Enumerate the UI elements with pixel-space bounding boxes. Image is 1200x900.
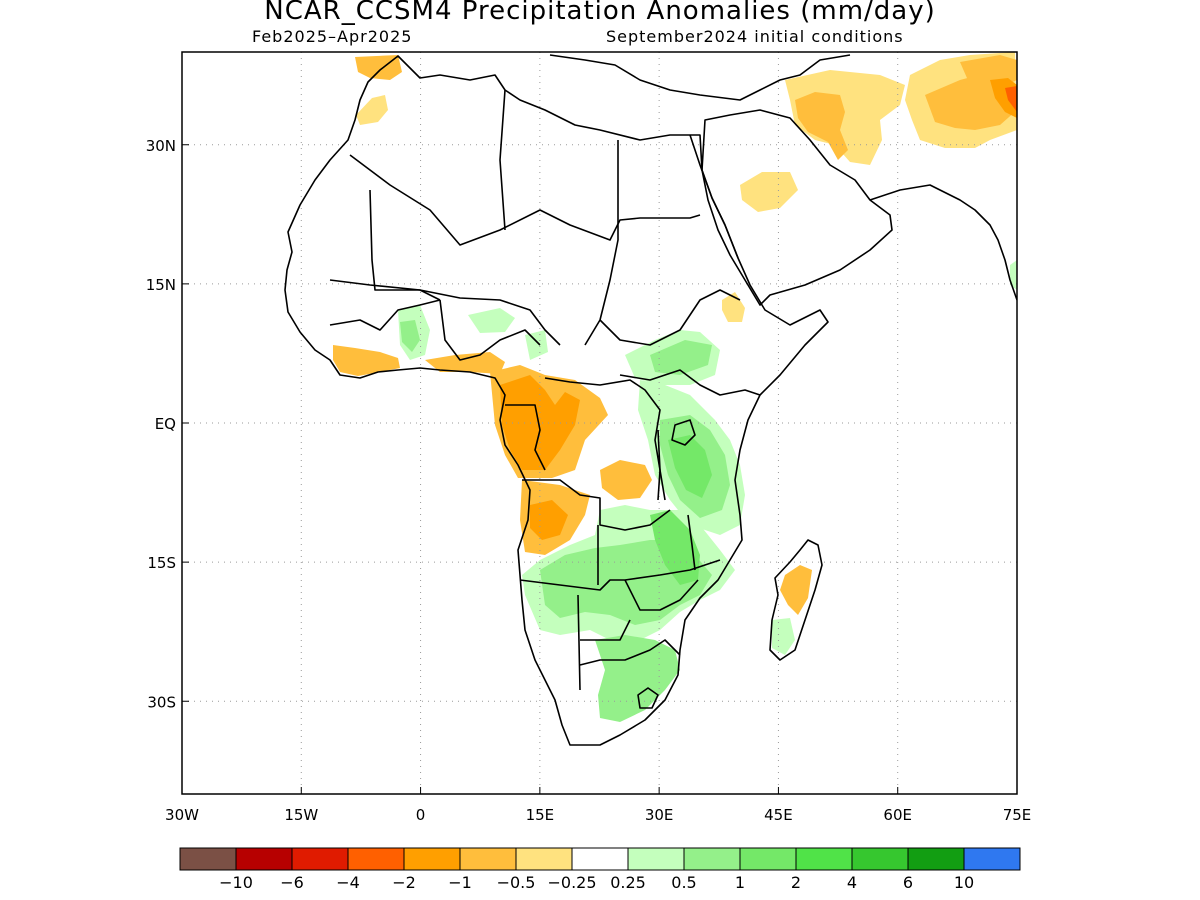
anomaly-area-ghana-coast (333, 345, 400, 376)
europe-coastline (549, 54, 851, 101)
forecast-period: Feb2025–Apr2025 (252, 27, 413, 46)
lake-malawi (687, 514, 696, 571)
border-namibia-botswana (577, 594, 631, 691)
anomaly-area-nigeria-north (468, 308, 515, 333)
anomaly-area-kashmir-core (1005, 86, 1017, 112)
colorbar: −10 −6 −4 −2 −1 −0.5 −0.25 0.25 0.5 1 2 4 6 10 (179, 847, 1021, 892)
colorbar-swatch (795, 847, 853, 871)
colorbar-label: 0.25 (610, 873, 646, 892)
border-south-africa (579, 639, 681, 666)
anomaly-shading (333, 52, 1017, 722)
x-tick-label: 60E (883, 806, 912, 824)
colorbar-label: −4 (336, 873, 360, 892)
colorbar-swatch (851, 847, 909, 871)
border-east-africa (619, 369, 761, 396)
anomaly-area-malawi (650, 510, 700, 585)
anomaly-area-algeria (356, 95, 388, 125)
border-zambia (597, 525, 699, 611)
map-title: NCAR_CCSM4 Precipitation Anomalies (mm/d… (264, 0, 936, 26)
madagascar-coastline (769, 539, 823, 661)
anomaly-area-south-africa (595, 635, 680, 722)
border-gabon (505, 404, 546, 471)
y-tick-label: 30S (147, 693, 176, 711)
anomaly-area-iran-core (795, 92, 848, 160)
colorbar-swatch (235, 847, 293, 871)
border-vertical-2 (584, 140, 619, 346)
border-vertical-1 (499, 89, 506, 231)
anomaly-area-angola-core (530, 500, 568, 540)
border-sahel (329, 279, 561, 346)
x-tick-label: 45E (764, 806, 793, 824)
y-tick-label: 15S (147, 554, 176, 572)
border-nigeria (439, 299, 541, 361)
anomaly-area-madagascar (780, 565, 812, 615)
border-angola-drc (522, 479, 671, 531)
border-angola-namibia (519, 559, 721, 591)
x-tick-label: 15W (284, 806, 318, 824)
colorbar-swatch (347, 847, 405, 871)
x-tick-label: 15E (526, 806, 555, 824)
x-tick-label: 30W (165, 806, 199, 824)
colorbar-swatch (403, 847, 461, 871)
colorbar-swatch (683, 847, 741, 871)
anomaly-area-tanzania-core (668, 435, 712, 498)
colorbar-swatch (515, 847, 573, 871)
y-tick-label: 30N (146, 137, 176, 155)
border-west-africa (329, 299, 441, 331)
lake-victoria (671, 419, 696, 446)
x-tick-label: 30E (645, 806, 674, 824)
anomaly-area-india-west (1010, 260, 1017, 290)
anomaly-area-gabon-congo (500, 375, 580, 470)
colorbar-label: −0.25 (547, 873, 596, 892)
latitude-axis: 30N 15N EQ 15S 30S (146, 137, 189, 711)
colorbar-swatch (571, 847, 629, 871)
colorbar-swatch (963, 847, 1021, 871)
anomaly-area-ethiopia-west (650, 340, 712, 375)
anomaly-area-ghana-coast-2 (425, 352, 505, 374)
y-tick-label: EQ (155, 415, 176, 433)
anomaly-area-southern-drc (600, 460, 652, 500)
anomaly-area-togo-core (400, 320, 420, 352)
colorbar-label: −2 (392, 873, 416, 892)
colorbar-label: −0.5 (497, 873, 536, 892)
x-tick-label: 0 (416, 806, 426, 824)
longitude-axis: 30W 15W 0 15E 30E 45E 60E 75E (165, 787, 1031, 824)
colorbar-swatch (179, 847, 237, 871)
colorbar-label: −1 (448, 873, 472, 892)
red-sea-west-coast (689, 134, 739, 259)
colorbar-label: 1 (735, 873, 745, 892)
colorbar-label: 0.5 (671, 873, 696, 892)
coastlines-and-borders (284, 54, 1017, 746)
arabia-coastline (701, 109, 893, 306)
lake-tanganyika (657, 429, 666, 501)
border-sahara-north (349, 154, 701, 246)
x-tick-label: 75E (1003, 806, 1032, 824)
initial-conditions: September2024 initial conditions (606, 27, 904, 46)
border-sudan (599, 289, 741, 346)
colorbar-swatch (627, 847, 685, 871)
asia-coastline (869, 184, 1017, 301)
colorbar-label: −10 (219, 873, 253, 892)
colorbar-swatch (739, 847, 797, 871)
colorbar-label: 10 (954, 873, 974, 892)
anomaly-area-saudi (740, 172, 798, 212)
border-congo (544, 377, 661, 501)
colorbar-swatch (459, 847, 517, 871)
colorbar-label: 4 (847, 873, 857, 892)
anomaly-area-central-african (525, 330, 548, 360)
colorbar-label: 6 (903, 873, 913, 892)
y-tick-label: 15N (146, 276, 176, 294)
anomaly-area-madagascar-south (772, 618, 795, 655)
border-lesotho (637, 687, 659, 709)
colorbar-label: −6 (280, 873, 304, 892)
colorbar-swatch (291, 847, 349, 871)
border-mali (369, 189, 441, 301)
colorbar-label: 2 (791, 873, 801, 892)
colorbar-swatch (907, 847, 965, 871)
